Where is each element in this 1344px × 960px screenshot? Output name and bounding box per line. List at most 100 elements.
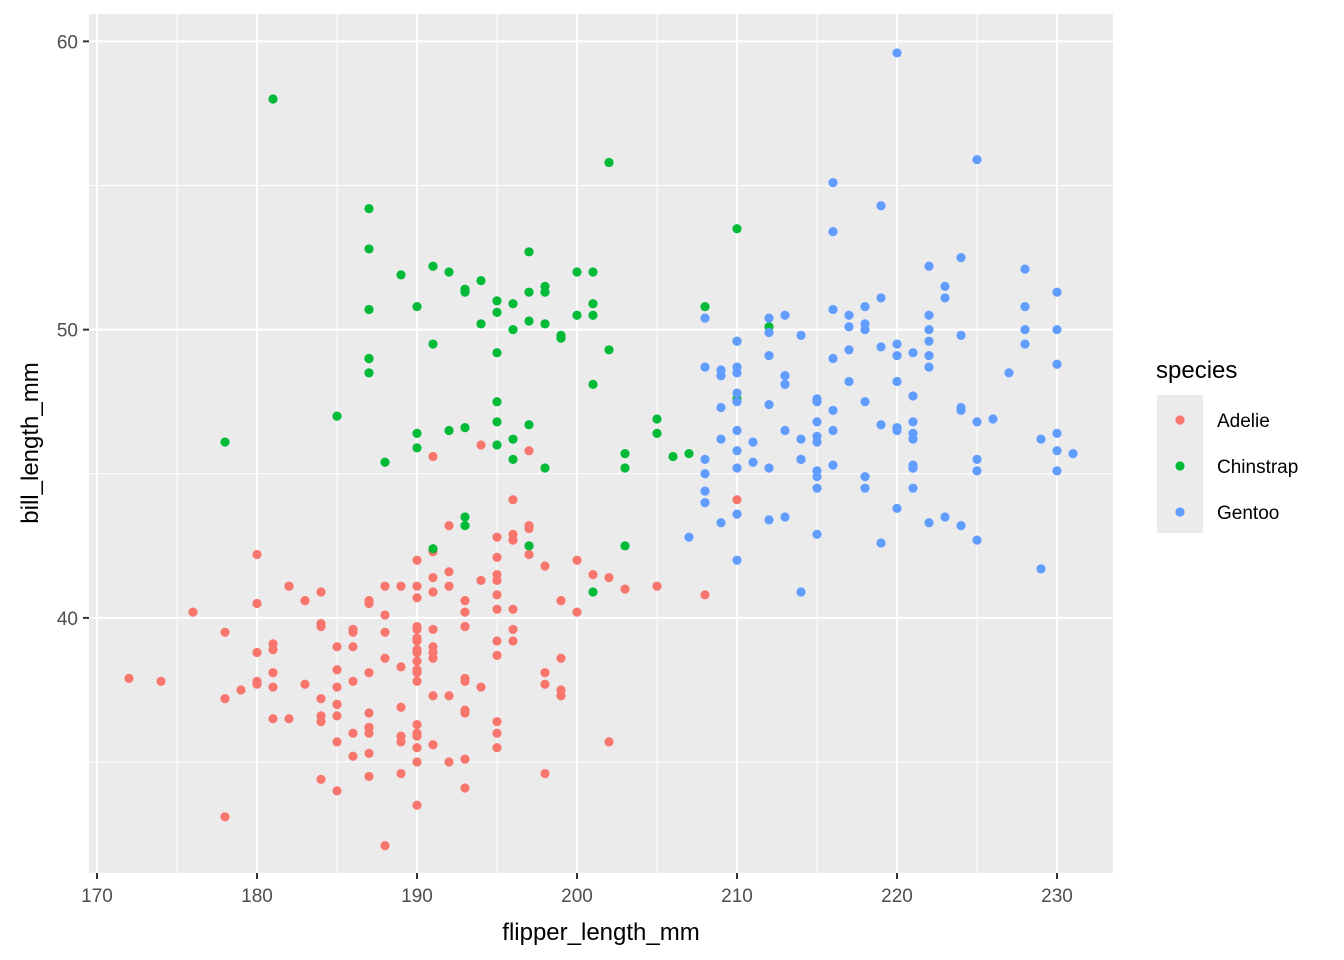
y-axis-ticks: 40 50 60 xyxy=(57,32,89,630)
point-gentoo xyxy=(700,469,710,479)
x-tick-label: 200 xyxy=(561,886,593,907)
point-adelie xyxy=(412,800,422,810)
point-gentoo xyxy=(716,402,726,413)
point-chinstrap xyxy=(492,417,502,427)
point-adelie xyxy=(524,446,534,456)
point-gentoo xyxy=(908,391,918,401)
y-tick-label: 50 xyxy=(57,321,78,342)
point-gentoo xyxy=(732,509,742,519)
point-adelie xyxy=(316,587,326,597)
point-adelie xyxy=(380,610,390,620)
point-adelie xyxy=(444,567,454,577)
point-adelie xyxy=(156,676,166,686)
point-adelie xyxy=(412,719,422,730)
x-tick-label: 190 xyxy=(401,886,433,907)
point-gentoo xyxy=(860,397,870,407)
point-gentoo xyxy=(940,293,950,303)
point-adelie xyxy=(428,642,438,652)
x-axis-title: flipper_length_mm xyxy=(502,919,699,946)
point-adelie xyxy=(380,841,390,851)
point-adelie xyxy=(332,682,342,692)
point-gentoo xyxy=(828,178,838,188)
point-chinstrap xyxy=(572,267,582,277)
point-gentoo xyxy=(700,486,710,496)
point-chinstrap xyxy=(460,423,470,433)
point-adelie xyxy=(300,679,310,689)
point-chinstrap xyxy=(492,440,502,450)
point-adelie xyxy=(348,642,358,652)
point-chinstrap xyxy=(476,276,486,286)
point-adelie xyxy=(460,621,470,632)
point-gentoo xyxy=(876,538,886,548)
point-gentoo xyxy=(892,350,902,361)
point-gentoo xyxy=(1036,434,1046,444)
point-chinstrap xyxy=(508,454,518,464)
point-adelie xyxy=(252,647,262,658)
point-adelie xyxy=(524,523,534,534)
point-chinstrap xyxy=(428,544,438,554)
point-gentoo xyxy=(732,368,742,378)
point-chinstrap xyxy=(412,301,422,312)
point-gentoo xyxy=(892,503,902,513)
point-gentoo xyxy=(940,512,950,522)
point-gentoo xyxy=(732,388,742,398)
point-chinstrap xyxy=(700,301,710,312)
point-gentoo xyxy=(732,397,742,407)
point-chinstrap xyxy=(524,316,534,326)
point-adelie xyxy=(492,604,502,614)
point-adelie xyxy=(556,685,566,695)
point-adelie xyxy=(428,624,438,635)
point-gentoo xyxy=(780,425,790,436)
point-gentoo xyxy=(796,330,806,341)
point-gentoo xyxy=(1020,339,1030,349)
point-gentoo xyxy=(1052,446,1062,456)
point-gentoo xyxy=(812,437,822,447)
point-adelie xyxy=(348,751,358,761)
point-chinstrap xyxy=(268,94,278,104)
point-adelie xyxy=(492,650,502,660)
point-adelie xyxy=(348,728,358,738)
point-gentoo xyxy=(812,397,822,407)
point-adelie xyxy=(364,668,374,678)
point-chinstrap xyxy=(220,437,230,447)
point-gentoo xyxy=(844,310,854,320)
point-chinstrap xyxy=(588,310,598,320)
point-adelie xyxy=(380,653,390,663)
x-axis-ticks: 170 180 190 200 210 220 230 xyxy=(81,873,1073,907)
point-adelie xyxy=(508,495,518,505)
point-adelie xyxy=(700,590,710,600)
point-gentoo xyxy=(812,483,822,493)
point-adelie xyxy=(444,757,454,767)
point-adelie xyxy=(300,595,310,606)
point-chinstrap xyxy=(588,267,598,277)
point-chinstrap xyxy=(364,353,374,364)
point-gentoo xyxy=(828,353,838,364)
point-adelie xyxy=(124,673,134,684)
point-gentoo xyxy=(732,425,742,436)
point-adelie xyxy=(572,607,582,617)
point-chinstrap xyxy=(476,319,486,329)
point-gentoo xyxy=(860,472,870,482)
point-gentoo xyxy=(972,535,982,545)
point-gentoo xyxy=(1036,564,1046,574)
point-gentoo xyxy=(780,371,790,381)
point-adelie xyxy=(316,774,326,784)
point-adelie xyxy=(284,714,294,724)
point-adelie xyxy=(428,691,438,701)
point-adelie xyxy=(428,572,438,583)
point-gentoo xyxy=(1020,301,1030,312)
legend-key-chinstrap xyxy=(1175,461,1185,471)
point-adelie xyxy=(332,665,342,675)
point-adelie xyxy=(508,636,518,646)
point-gentoo xyxy=(748,437,758,447)
point-gentoo xyxy=(732,336,742,346)
point-chinstrap xyxy=(364,244,374,254)
point-adelie xyxy=(364,595,374,606)
point-adelie xyxy=(316,694,326,704)
point-adelie xyxy=(364,748,374,758)
point-adelie xyxy=(412,731,422,741)
point-gentoo xyxy=(876,201,886,211)
point-gentoo xyxy=(924,336,934,346)
point-gentoo xyxy=(908,483,918,493)
